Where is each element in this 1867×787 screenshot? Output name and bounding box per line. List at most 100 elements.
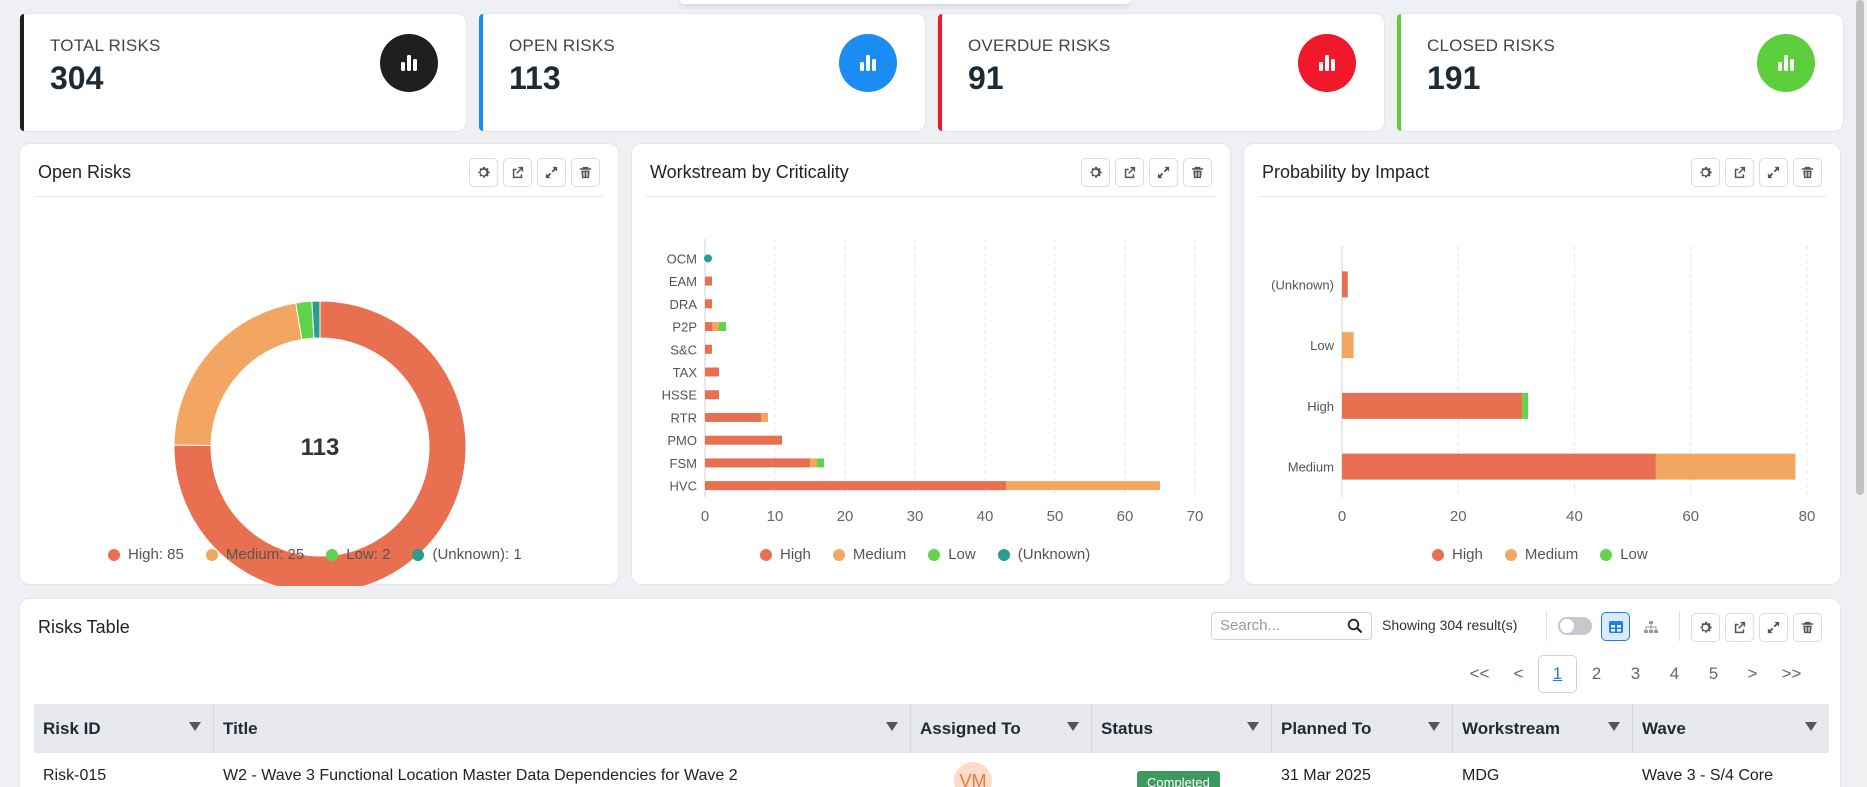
bar-segment-high[interactable] bbox=[705, 299, 712, 309]
column-header-assigned-to[interactable]: Assigned To bbox=[911, 704, 1092, 753]
page-button-1[interactable]: 1 bbox=[1538, 655, 1577, 693]
delete-button[interactable] bbox=[1793, 158, 1822, 187]
gear-icon bbox=[1700, 621, 1712, 633]
bar-segment-high[interactable] bbox=[705, 390, 719, 400]
workstream-bar-chart: 0 10 20 30 40 50 60 70 OCM EAM DRA P2P S&C TAX HSSE RTR… bbox=[662, 239, 1203, 525]
filter-icon[interactable] bbox=[1247, 722, 1259, 731]
x-tick-label: 40 bbox=[1566, 508, 1583, 525]
view-toggle[interactable] bbox=[1558, 617, 1592, 635]
first-page-button[interactable]: << bbox=[1469, 664, 1490, 683]
bar-segment-high[interactable] bbox=[705, 458, 810, 468]
bar-segment-high[interactable] bbox=[705, 322, 712, 332]
bar-segment-high[interactable] bbox=[705, 412, 761, 422]
legend-item-low[interactable]: Low bbox=[928, 546, 976, 563]
prev-page-button[interactable]: < bbox=[1513, 664, 1524, 683]
bar-segment-medium[interactable] bbox=[1006, 481, 1160, 491]
page-scrollbar[interactable] bbox=[1853, 0, 1867, 787]
legend-item-medium[interactable]: Medium bbox=[832, 546, 906, 563]
column-header-planned-to[interactable]: Planned To bbox=[1272, 704, 1453, 753]
bar-segment-high[interactable] bbox=[1342, 453, 1656, 480]
donut-slice-unknown[interactable] bbox=[311, 300, 321, 339]
search-input[interactable]: Search... bbox=[1211, 612, 1372, 640]
bar-segment-medium[interactable] bbox=[761, 412, 768, 422]
bar-segment-medium[interactable] bbox=[712, 322, 719, 332]
scrollbar-thumb[interactable] bbox=[1856, 0, 1864, 495]
settings-button[interactable] bbox=[469, 158, 498, 187]
table-view-button[interactable] bbox=[1601, 612, 1630, 641]
probability-legend: High Medium Low bbox=[1432, 546, 1648, 563]
next-page-button[interactable]: > bbox=[1747, 664, 1758, 683]
open-external-button[interactable] bbox=[1115, 158, 1144, 187]
bar-segment-unknown[interactable] bbox=[704, 254, 712, 263]
results-count: Showing 304 result(s) bbox=[1382, 617, 1518, 633]
kpi-card-overdue-risks[interactable]: OVERDUE RISKS 91 bbox=[937, 13, 1385, 132]
delete-button[interactable] bbox=[1183, 158, 1212, 187]
bar-segment-high[interactable] bbox=[705, 367, 719, 377]
page-button-2[interactable]: 2 bbox=[1591, 664, 1602, 683]
legend-item-unknown[interactable]: (Unknown) bbox=[997, 546, 1090, 563]
bar-segment-low[interactable] bbox=[1522, 392, 1528, 419]
bar-segment-high[interactable] bbox=[705, 435, 782, 445]
legend-item-medium[interactable]: Medium: 25 bbox=[205, 546, 304, 563]
legend-item-high[interactable]: High bbox=[1432, 546, 1483, 563]
trash-icon bbox=[579, 166, 592, 179]
table-row[interactable]: Risk-015 W2 - Wave 3 Functional Location… bbox=[34, 753, 1829, 787]
legend-item-high[interactable]: High bbox=[760, 546, 811, 563]
kpi-card-total-risks[interactable]: TOTAL RISKS 304 bbox=[19, 13, 467, 132]
legend-item-unknown[interactable]: (Unknown): 1 bbox=[412, 546, 522, 563]
bar-segment-high[interactable] bbox=[705, 276, 712, 286]
tree-view-button[interactable] bbox=[1636, 612, 1665, 641]
filter-icon[interactable] bbox=[1428, 722, 1440, 731]
column-header-title[interactable]: Title bbox=[214, 704, 911, 753]
kpi-card-closed-risks[interactable]: CLOSED RISKS 191 bbox=[1396, 13, 1844, 132]
bar-segment-medium[interactable] bbox=[810, 458, 817, 468]
donut-slice-medium[interactable] bbox=[173, 302, 303, 446]
legend-label: Medium bbox=[1524, 546, 1579, 563]
kpi-value: 91 bbox=[968, 60, 1004, 96]
bar-segment-low[interactable] bbox=[719, 322, 726, 332]
last-page-button[interactable]: >> bbox=[1781, 664, 1802, 683]
settings-button[interactable] bbox=[1691, 158, 1720, 187]
filter-icon[interactable] bbox=[1608, 722, 1620, 731]
open-external-button[interactable] bbox=[1725, 158, 1754, 187]
filter-icon[interactable] bbox=[189, 722, 201, 731]
delete-button[interactable] bbox=[571, 158, 600, 187]
legend-item-low[interactable]: Low bbox=[1600, 546, 1648, 563]
expand-button[interactable] bbox=[1149, 158, 1178, 187]
legend-item-low[interactable]: Low: 2 bbox=[326, 546, 390, 563]
bar-segment-medium[interactable] bbox=[1342, 332, 1354, 359]
kpi-card-open-risks[interactable]: OPEN RISKS 113 bbox=[478, 13, 926, 132]
filter-icon[interactable] bbox=[886, 722, 898, 731]
bar-segment-high[interactable] bbox=[705, 344, 712, 354]
kpi-label: OPEN RISKS bbox=[509, 36, 615, 55]
column-header-risk-id[interactable]: Risk ID bbox=[34, 704, 214, 753]
bar-segment-high[interactable] bbox=[1342, 392, 1523, 419]
panel-toolbar bbox=[1081, 158, 1212, 187]
legend-item-high[interactable]: High: 85 bbox=[108, 546, 184, 563]
page-button-3[interactable]: 3 bbox=[1630, 664, 1641, 683]
expand-button[interactable] bbox=[537, 158, 566, 187]
column-header-wave[interactable]: Wave bbox=[1633, 704, 1829, 753]
bar-segment-medium[interactable] bbox=[1655, 453, 1796, 480]
filter-icon[interactable] bbox=[1067, 722, 1079, 731]
bar-segment-low[interactable] bbox=[817, 458, 824, 468]
bar-segment-high[interactable] bbox=[1342, 271, 1348, 298]
column-header-workstream[interactable]: Workstream bbox=[1453, 704, 1633, 753]
avatar[interactable]: VM bbox=[954, 762, 992, 787]
legend-label: Low bbox=[1620, 546, 1648, 563]
settings-button[interactable] bbox=[1691, 613, 1720, 642]
donut-slice-high[interactable] bbox=[173, 300, 467, 586]
bar-segment-high[interactable] bbox=[705, 481, 1006, 491]
settings-button[interactable] bbox=[1081, 158, 1110, 187]
filter-icon[interactable] bbox=[1805, 722, 1817, 731]
delete-button[interactable] bbox=[1793, 613, 1822, 642]
expand-button[interactable] bbox=[1759, 613, 1788, 642]
page-button-5[interactable]: 5 bbox=[1708, 664, 1719, 683]
open-external-button[interactable] bbox=[503, 158, 532, 187]
column-header-status[interactable]: Status bbox=[1092, 704, 1272, 753]
legend-item-medium[interactable]: Medium bbox=[1504, 546, 1579, 563]
bar-chart-icon bbox=[380, 34, 438, 92]
expand-button[interactable] bbox=[1759, 158, 1788, 187]
open-external-button[interactable] bbox=[1725, 613, 1754, 642]
page-button-4[interactable]: 4 bbox=[1669, 664, 1680, 683]
